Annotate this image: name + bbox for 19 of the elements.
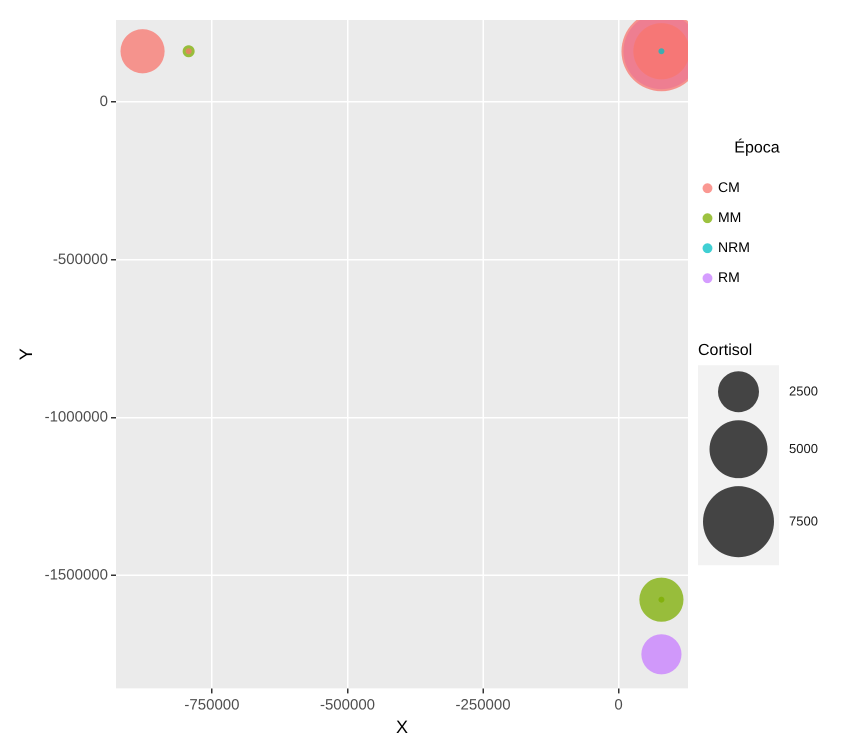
y-tick-label: 0 — [100, 92, 108, 110]
legend-label: 7500 — [789, 513, 818, 528]
text: Cortisol — [698, 342, 752, 360]
legend-label: CM — [718, 179, 806, 196]
y-tick-label: -1500000 — [44, 566, 108, 584]
x-tick-label: -500000 — [320, 696, 376, 714]
y-tick-label: -500000 — [52, 250, 108, 268]
x-tick-label: -750000 — [184, 696, 240, 714]
x-tick-label: 0 — [614, 696, 623, 714]
legend-label: 5000 — [789, 440, 818, 456]
legend-label: RM — [718, 269, 806, 286]
legend-label: NRM — [718, 239, 816, 256]
y-tick-label: -1000000 — [44, 408, 108, 426]
x-tick-label: -250000 — [456, 696, 511, 714]
legend-label: 2500 — [789, 383, 818, 398]
legend-title: Época — [734, 138, 780, 156]
x-axis-title: X — [396, 717, 408, 738]
legend-label: MM — [718, 209, 808, 226]
y-axis-title: Y — [16, 348, 36, 360]
